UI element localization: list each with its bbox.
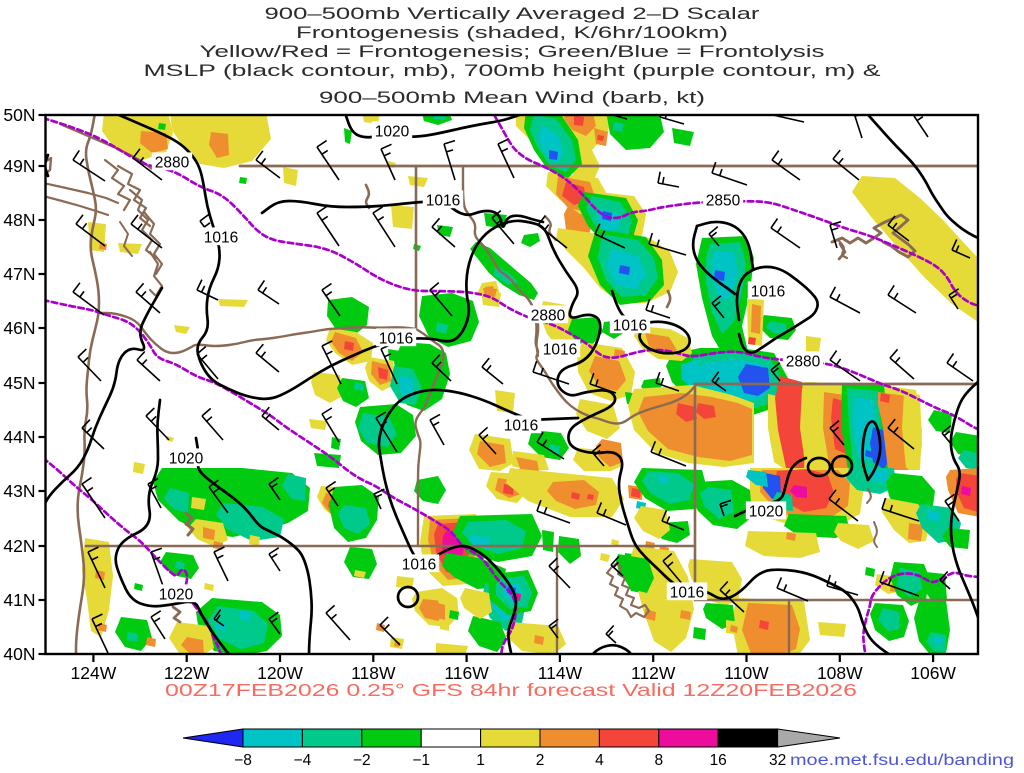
svg-text:1016: 1016	[402, 557, 436, 574]
svg-text:110W: 110W	[724, 663, 769, 683]
svg-text:−1: −1	[412, 752, 430, 768]
svg-text:1020: 1020	[169, 451, 204, 468]
svg-text:108W: 108W	[817, 663, 863, 683]
svg-text:44N: 44N	[3, 427, 35, 447]
svg-text:118W: 118W	[351, 663, 396, 683]
svg-text:116W: 116W	[444, 663, 489, 683]
svg-text:2850: 2850	[706, 193, 741, 210]
svg-text:45N: 45N	[3, 373, 35, 393]
svg-text:1020: 1020	[159, 587, 194, 604]
svg-text:112W: 112W	[631, 663, 676, 683]
svg-text:46N: 46N	[3, 318, 35, 338]
svg-text:1016: 1016	[613, 318, 647, 335]
svg-text:2880: 2880	[531, 308, 566, 325]
svg-text:1016: 1016	[504, 418, 538, 435]
svg-text:106W: 106W	[910, 663, 956, 683]
svg-text:2880: 2880	[786, 354, 821, 371]
svg-text:2880: 2880	[155, 155, 190, 172]
svg-text:1016: 1016	[204, 230, 238, 247]
svg-text:1016: 1016	[751, 284, 785, 301]
svg-text:1016: 1016	[379, 331, 413, 348]
svg-text:1016: 1016	[543, 342, 577, 359]
svg-text:00Z17FEB2026 0.25° GFS 84hr fo: 00Z17FEB2026 0.25° GFS 84hr forecast Val…	[165, 680, 857, 700]
svg-text:122W: 122W	[164, 663, 210, 683]
svg-text:4: 4	[595, 752, 604, 768]
svg-text:−8: −8	[234, 752, 252, 768]
svg-text:43N: 43N	[3, 481, 35, 501]
svg-text:1020: 1020	[375, 124, 410, 141]
svg-text:−2: −2	[353, 752, 371, 768]
svg-text:1020: 1020	[749, 504, 784, 521]
svg-text:1016: 1016	[670, 585, 704, 602]
svg-text:1016: 1016	[426, 193, 460, 210]
svg-text:114W: 114W	[538, 663, 583, 683]
svg-text:47N: 47N	[3, 264, 35, 284]
svg-text:41N: 41N	[3, 590, 35, 610]
svg-text:32: 32	[769, 752, 786, 768]
svg-text:48N: 48N	[3, 210, 35, 230]
svg-text:900–500mb Vertically Averaged: 900–500mb Vertically Averaged 2–D Scalar	[265, 4, 760, 23]
svg-text:124W: 124W	[71, 663, 117, 683]
svg-text:900–500mb Mean Wind (barb, kt): 900–500mb Mean Wind (barb, kt)	[319, 88, 705, 107]
svg-text:1: 1	[476, 752, 485, 768]
svg-text:2: 2	[536, 752, 545, 768]
svg-text:−4: −4	[294, 752, 312, 768]
svg-text:49N: 49N	[3, 156, 35, 176]
svg-text:moe.met.fsu.edu/banding: moe.met.fsu.edu/banding	[790, 752, 1014, 768]
svg-text:50N: 50N	[3, 105, 35, 125]
svg-text:MSLP (black contour, mb), 700m: MSLP (black contour, mb), 700mb height (…	[144, 61, 882, 80]
svg-text:40N: 40N	[3, 644, 35, 664]
svg-text:Yellow/Red = Frontogenesis; G: Yellow/Red = Frontogenesis; Green/Blue =…	[200, 42, 825, 61]
svg-text:42N: 42N	[3, 536, 35, 556]
svg-text:Frontogenesis (shaded, K/6hr/1: Frontogenesis (shaded, K/6hr/100km)	[296, 23, 728, 42]
svg-text:120W: 120W	[257, 663, 303, 683]
svg-text:8: 8	[654, 752, 663, 768]
svg-text:16: 16	[710, 752, 727, 768]
